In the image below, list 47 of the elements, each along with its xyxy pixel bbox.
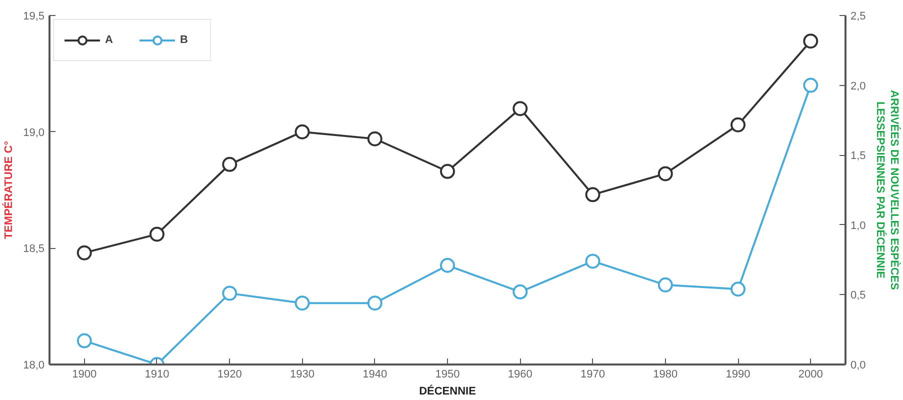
point [585, 187, 600, 202]
x-tick-label: 1990 [726, 368, 750, 380]
x-tick-label: 1900 [72, 368, 97, 380]
y-axis-title: TEMPÉRATURE C° [2, 140, 16, 240]
x-tick-label: 1960 [508, 368, 532, 380]
x-tick-label: 1930 [290, 368, 314, 380]
point [658, 166, 673, 182]
y-tick-label: 18,5 [23, 243, 45, 256]
y-tick-label: 18,0 [23, 360, 45, 372]
y2-tick-label: 0,0 [850, 360, 866, 372]
y-tick-label: 19,0 [23, 126, 45, 139]
point [76, 333, 92, 348]
point [803, 78, 818, 93]
x-tick-label: 1950 [435, 368, 460, 380]
x-tick-label: 2000 [798, 368, 823, 380]
legend-label: B [180, 34, 189, 46]
y2-tick-label: 1,0 [850, 220, 866, 232]
y2-tick-label: 1,5 [850, 150, 866, 162]
point [440, 258, 455, 273]
y-tick-label: 19,5 [23, 10, 45, 22]
x-tick-label: 1910 [144, 368, 170, 380]
x-axis-title: DÉCENNIE [419, 384, 476, 398]
point [294, 296, 310, 311]
point [658, 277, 673, 292]
y2-tick-label: 2,0 [850, 80, 866, 92]
x-tick-label: 1980 [653, 368, 678, 380]
point [222, 156, 238, 172]
legend-label: A [105, 34, 114, 46]
point [149, 226, 164, 242]
point [367, 131, 382, 146]
point [585, 254, 600, 269]
point [730, 282, 746, 297]
point [222, 286, 238, 301]
point [512, 284, 528, 300]
point [512, 101, 528, 116]
point [440, 164, 455, 179]
x-tick-label: 1920 [217, 368, 242, 380]
y2-axis-title: ARRIVÉES DE NOUVELLES ESPÈCES LESSEPSIENNES PAR DÉCENNIE [874, 90, 902, 290]
y2-tick-label: 2,5 [850, 10, 866, 22]
point [367, 296, 382, 311]
point [730, 117, 746, 132]
point [294, 124, 310, 140]
point [803, 34, 818, 49]
point [76, 245, 92, 260]
y2-tick-label: 0,5 [850, 290, 866, 302]
x-tick-label: 1970 [580, 368, 606, 380]
x-tick-label: 1940 [362, 368, 388, 380]
